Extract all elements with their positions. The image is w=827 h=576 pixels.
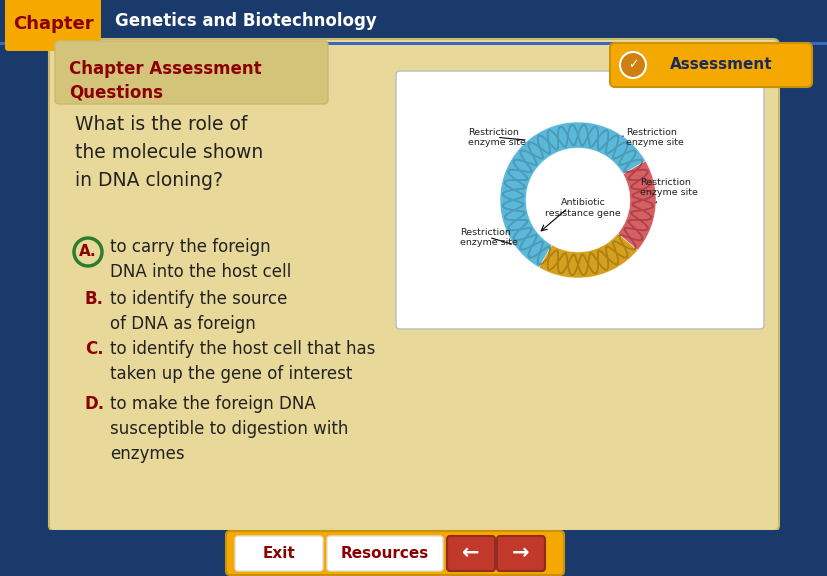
Text: Restriction
enzyme site: Restriction enzyme site [639,177,697,203]
Text: to identify the host cell that has
taken up the gene of interest: to identify the host cell that has taken… [110,340,375,383]
Bar [0,42,827,45]
Bar [0,530,827,576]
FancyBboxPatch shape [609,43,811,87]
Text: Exit: Exit [262,545,295,560]
FancyBboxPatch shape [395,71,763,329]
Text: Chapter: Chapter [12,15,93,33]
Wedge shape [617,161,655,250]
Text: to carry the foreign
DNA into the host cell: to carry the foreign DNA into the host c… [110,238,291,281]
FancyBboxPatch shape [447,536,495,571]
Text: A.: A. [79,244,97,260]
Text: Genetics and Biotechnology: Genetics and Biotechnology [115,12,376,30]
Text: Restriction
enzyme site: Restriction enzyme site [622,128,683,147]
Text: What is the role of
the molecule shown
in DNA cloning?: What is the role of the molecule shown i… [75,115,263,190]
Bar [0,0,827,42]
Text: →: → [512,543,529,563]
Text: Assessment: Assessment [669,58,772,73]
Wedge shape [538,233,637,278]
Wedge shape [500,122,645,267]
Text: Resources: Resources [341,545,428,560]
Text: Restriction
enzyme site: Restriction enzyme site [460,228,517,247]
FancyBboxPatch shape [496,536,544,571]
Text: ✓: ✓ [627,59,638,71]
FancyBboxPatch shape [327,536,442,571]
FancyBboxPatch shape [5,0,101,51]
FancyBboxPatch shape [235,536,323,571]
FancyBboxPatch shape [55,41,327,104]
Text: to identify the source
of DNA as foreign: to identify the source of DNA as foreign [110,290,287,333]
FancyBboxPatch shape [49,39,778,531]
FancyBboxPatch shape [226,531,563,575]
Circle shape [619,52,645,78]
Text: Restriction
enzyme site: Restriction enzyme site [467,128,525,147]
Text: B.: B. [85,290,104,308]
Text: Antibiotic
resistance gene: Antibiotic resistance gene [544,198,620,218]
Text: D.: D. [85,395,105,413]
Text: ←: ← [461,543,479,563]
Text: to make the foreign DNA
susceptible to digestion with
enzymes: to make the foreign DNA susceptible to d… [110,395,348,463]
Text: Chapter Assessment
Questions: Chapter Assessment Questions [69,60,261,101]
Text: C.: C. [85,340,103,358]
